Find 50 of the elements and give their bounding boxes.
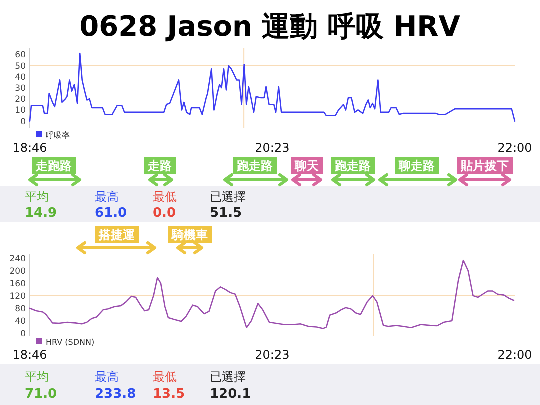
line-series [29, 260, 515, 330]
y-tick-label: 160 [10, 279, 26, 290]
text: 聊走路 [398, 159, 436, 173]
text: 走跑路 [35, 159, 73, 173]
text: 搭捷運 [98, 228, 136, 242]
legend-label: HRV (SDNN) [46, 338, 95, 347]
text: 跑走路 [236, 159, 274, 173]
y-tick-label: 120 [10, 292, 26, 302]
y-tick-label: 60 [15, 50, 26, 61]
x-tick-label: 18:46 [12, 141, 48, 155]
chart-title: 0628 Jason 運動 呼吸 HRV [80, 10, 461, 43]
y-tick-label: 200 [10, 266, 26, 277]
text: 14.9 [25, 206, 58, 221]
text: 120.1 [210, 387, 252, 402]
y-tick-label: 20 [15, 95, 26, 106]
x-tick-label: 22:00 [498, 141, 532, 155]
text: 最低 [153, 370, 177, 384]
y-tick-label: 30 [15, 84, 26, 94]
y-tick-label: 80 [15, 304, 26, 314]
legend-label: 呼吸率 [46, 131, 70, 140]
text: 最低 [153, 190, 177, 204]
text: 13.5 [153, 387, 186, 402]
x-tick-label: 22:00 [498, 348, 532, 362]
y-tick-label: 0 [20, 117, 26, 128]
text: 聊天 [294, 159, 320, 173]
text: 跑走路 [334, 159, 372, 173]
text: 已選擇 [210, 190, 246, 204]
text: 71.0 [25, 387, 58, 402]
y-tick-label: 50 [15, 62, 26, 72]
text: 233.8 [95, 387, 136, 402]
y-tick-label: 0 [20, 329, 26, 340]
text: 走路 [147, 159, 173, 173]
y-tick-label: 40 [15, 72, 26, 83]
text: 平均 [25, 190, 49, 204]
text: 已選擇 [210, 370, 246, 384]
text: 貼片拔下 [460, 159, 509, 173]
text: 0.0 [153, 206, 176, 221]
x-tick-label: 18:46 [12, 348, 48, 362]
text: 51.5 [210, 206, 242, 221]
y-tick-label: 240 [10, 254, 26, 264]
y-tick-label: 40 [15, 316, 26, 327]
x-tick-label: 20:23 [255, 141, 290, 155]
x-tick-label: 20:23 [255, 348, 290, 362]
text: 最高 [95, 370, 119, 384]
text: 騎機車 [171, 228, 208, 242]
text: 最高 [95, 190, 119, 204]
line-series [29, 52, 516, 122]
text: 61.0 [95, 206, 128, 221]
text: 平均 [25, 370, 49, 384]
y-tick-label: 10 [15, 106, 26, 116]
